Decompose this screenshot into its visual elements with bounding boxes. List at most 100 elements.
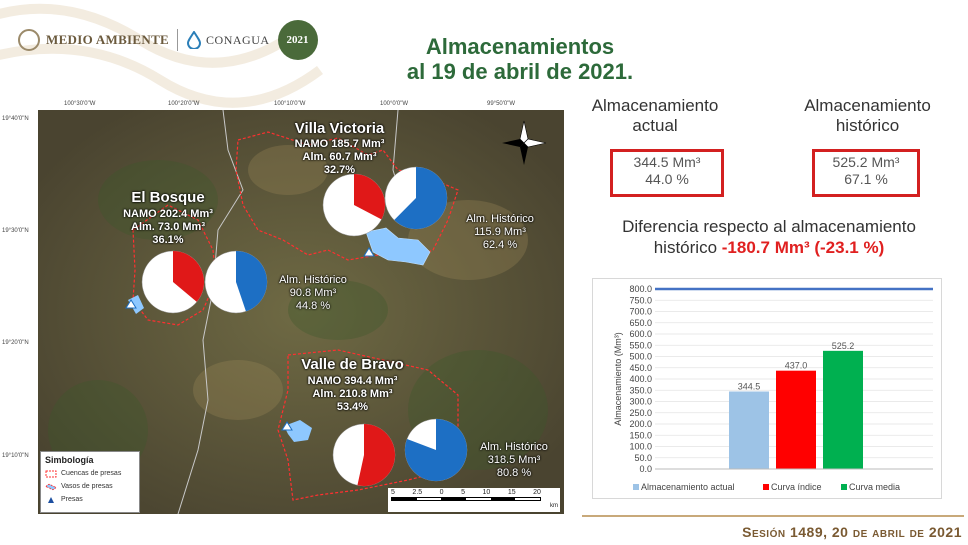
reservoir-villa-victoria: [365, 227, 431, 266]
y-tick-label: 50.0: [634, 453, 652, 463]
coord-top-2: 100°20'0"W: [168, 101, 200, 107]
pie-actual-0: [322, 173, 386, 237]
y-tick-label: 350.0: [629, 385, 652, 395]
dam-name-valle-de-bravo: Valle de Bravo: [301, 356, 404, 373]
legend-item-dams: Presas: [45, 493, 135, 506]
pie-historico-1-slice: [236, 251, 267, 312]
coord-left-2: 19°30'0"N: [2, 228, 29, 234]
bar-value-label: 437.0: [785, 361, 808, 371]
scale-bar-segments: [391, 497, 541, 501]
y-tick-label: 250.0: [629, 408, 652, 418]
coord-top-4: 100°0'0"W: [380, 101, 409, 107]
y-tick-label: 750.0: [629, 295, 652, 305]
historic-heading: Almacenamiento histórico: [804, 96, 931, 135]
actual-heading: Almacenamiento actual: [591, 96, 719, 135]
y-axis-label: Almacenamiento (Mm³): [613, 332, 623, 426]
difference-value: -180.7 Mm³ (-23.1 %): [721, 238, 885, 257]
bar-value-label: 344.5: [738, 381, 761, 391]
scale-label: 5: [461, 489, 465, 496]
pie-actual-0-slice: [354, 174, 386, 220]
dam-villa-victoria-icon: [363, 247, 375, 257]
dam-namo-el-bosque: NAMO 202.4 Mm³ Alm. 73.0 Mm³ 36.1%: [123, 208, 213, 246]
scale-label: 15: [507, 489, 516, 496]
pie-charts: [141, 166, 468, 487]
y-tick-label: 100.0: [629, 442, 652, 452]
dam-el-bosque-icon: [125, 299, 137, 309]
pie-actual-2: [332, 423, 396, 487]
bar-value-label: 525.2: [832, 341, 855, 351]
dam-namo-valle-de-bravo: NAMO 394.4 Mm³ Alm. 210.8 Mm³ 53.4%: [307, 375, 398, 413]
bar-0: [729, 391, 769, 469]
y-tick-label: 450.0: [629, 363, 652, 373]
storage-bar-chart: 0.0 50.0 100.0 150.0 200.0 250.0 300.0 350.0 400…: [592, 278, 942, 499]
legend-label: Curva índice: [771, 482, 822, 492]
dam-name-el-bosque: El Bosque: [131, 189, 205, 206]
reservoir-valle-de-bravo: [284, 420, 312, 442]
legend-item-reservoirs: Vasos de presas: [45, 480, 135, 493]
legend-swatch-1: [763, 484, 769, 490]
coord-top-5: 99°50'0"W: [487, 101, 516, 107]
map-terrain: [38, 110, 564, 514]
historic-value-box: 525.2 Mm³ 67.1 %: [812, 149, 920, 197]
y-tick-label: 0.0: [639, 464, 652, 474]
basin-villa-victoria: [235, 131, 459, 261]
year-2021-logo: 2021: [277, 20, 318, 60]
bar-2: [823, 350, 863, 469]
difference-text: Diferencia respecto al almacenamiento hi…: [622, 217, 916, 257]
pie-historico-0: [384, 166, 448, 230]
coord-left-1: 19°40'0"N: [2, 116, 29, 122]
scale-label: 5: [391, 489, 395, 496]
header-logos: MEDIO AMBIENTE CONAGUA 2021: [18, 18, 318, 62]
footer-divider: [582, 515, 964, 517]
scale-labels: 5 2.5 0 5 10 15 20: [391, 489, 541, 496]
coord-top-1: 100°30'0"W: [64, 101, 96, 107]
map-legend: Simbología Cuencas de presas Vasos de pr…: [40, 451, 140, 513]
dam-hist-el-bosque: Alm. Histórico 90.8 Mm³ 44.8 %: [279, 274, 347, 312]
pie-actual-1: [141, 250, 205, 314]
scale-label: 10: [482, 489, 491, 496]
coord-top-3: 100°10'0"W: [274, 101, 306, 107]
y-tick-label: 200.0: [629, 419, 652, 429]
y-tick-label: 500.0: [629, 352, 652, 362]
y-tick-label: 550.0: [629, 340, 652, 350]
north-arrow-icon: [502, 120, 547, 165]
basin-valle-de-bravo: [277, 349, 459, 501]
dam-namo-villa-victoria: NAMO 185.7 Mm³ Alm. 60.7 Mm³ 32.7%: [294, 138, 385, 176]
legend-label: Curva media: [849, 482, 900, 492]
medio-ambiente-logo: MEDIO AMBIENTE: [18, 29, 169, 51]
dam-hist-valle-de-bravo: Alm. Histórico 318.5 Mm³ 80.8 %: [480, 441, 548, 479]
map-scale-bar: 5 2.5 0 5 10 15 20 km: [388, 488, 560, 512]
basin-el-bosque: [132, 204, 217, 326]
y-tick-label: 650.0: [629, 318, 652, 328]
bar-1: [776, 370, 816, 469]
page-title: Almacenamientos al 19 de abril de 2021.: [406, 34, 634, 84]
dam-hist-villa-victoria: Alm. Histórico 115.9 Mm³ 62.4 %: [466, 213, 534, 251]
y-tick-label: 400.0: [629, 374, 652, 384]
conagua-logo: CONAGUA: [186, 31, 270, 49]
dam-valle-de-bravo-icon: [281, 421, 293, 431]
y-tick-label: 300.0: [629, 397, 652, 407]
dam-name-villa-victoria: Villa Victoria: [294, 120, 385, 137]
pie-historico-2-slice: [405, 419, 467, 481]
satellite-map: [38, 110, 564, 514]
y-tick-label: 600.0: [629, 329, 652, 339]
pie-historico-1: [204, 250, 268, 314]
y-tick-label: 800.0: [629, 284, 652, 294]
dam-swatch-icon: [48, 496, 54, 503]
pie-actual-2-slice: [357, 424, 395, 486]
pie-actual-1-slice: [173, 251, 204, 302]
legend-swatch-2: [841, 484, 847, 490]
legend-label: Almacenamiento actual: [641, 482, 735, 492]
scale-label: 20: [533, 489, 541, 496]
legend-item-basins: Cuencas de presas: [45, 467, 135, 480]
logo-divider: [177, 29, 179, 51]
scale-label: 0: [439, 489, 444, 496]
basin-swatch-icon: [45, 470, 57, 477]
pie-historico-2: [404, 418, 468, 482]
y-tick-label: 700.0: [629, 307, 652, 317]
water-drop-icon: [187, 31, 202, 49]
pie-historico-0-slice: [394, 167, 448, 229]
reservoir-swatch-icon: [45, 483, 57, 490]
